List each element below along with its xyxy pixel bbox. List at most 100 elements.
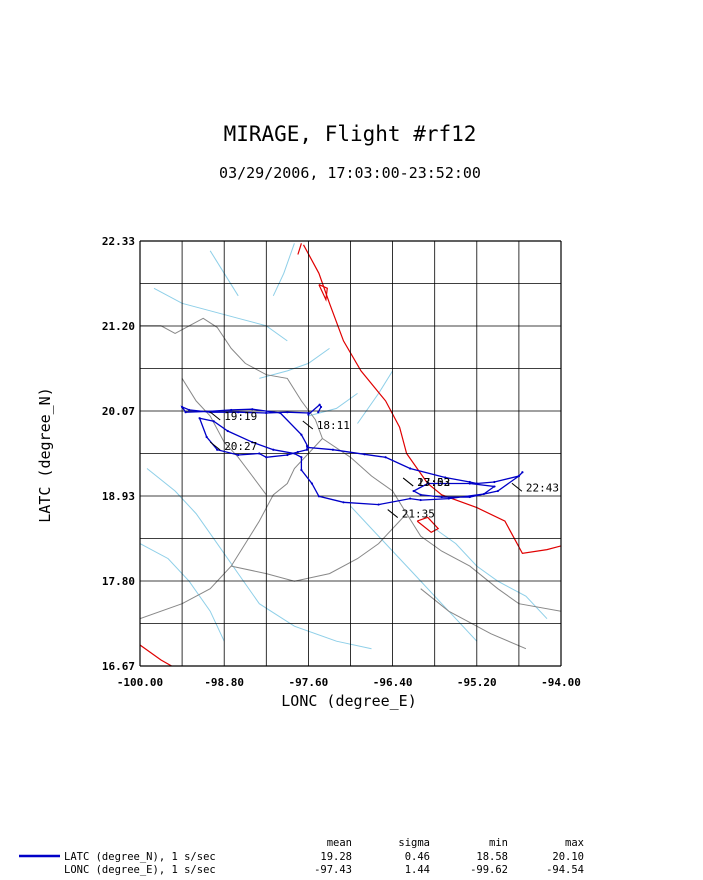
track-point xyxy=(317,495,321,498)
time-marker xyxy=(402,477,414,487)
river-line xyxy=(272,243,295,297)
legend-latc-mean: 19.28 xyxy=(320,851,352,863)
track-point xyxy=(237,453,240,457)
track-point xyxy=(419,498,422,502)
legend-label-latc: LATC (degree_N), 1 s/sec xyxy=(64,851,216,863)
time-label: 22:43 xyxy=(526,481,559,494)
track-point xyxy=(237,411,240,414)
time-label: 17:03 xyxy=(417,476,450,489)
x-tick-label: -100.00 xyxy=(117,676,163,689)
track-point xyxy=(230,408,233,412)
track-point xyxy=(188,408,191,412)
track-point xyxy=(444,476,447,479)
time-marker xyxy=(209,441,221,451)
track-point xyxy=(363,453,366,456)
track-point xyxy=(184,411,187,414)
legend-header-min: min xyxy=(489,837,508,849)
river-line xyxy=(434,528,548,620)
y-tick-label: 18.93 xyxy=(102,490,135,503)
legend-latc-min: 18.58 xyxy=(476,851,508,863)
track-point xyxy=(226,429,229,433)
legend-lonc-max: -94.54 xyxy=(546,864,584,876)
track-point xyxy=(307,411,310,415)
track-point xyxy=(300,468,303,472)
track-point xyxy=(426,482,429,485)
track-point xyxy=(251,408,254,411)
track-point xyxy=(468,495,471,499)
track-point xyxy=(205,410,208,413)
track-point xyxy=(419,493,422,496)
track-point xyxy=(293,452,296,455)
track-point xyxy=(181,405,184,409)
y-tick-label: 17.80 xyxy=(102,575,135,588)
river-line xyxy=(357,370,394,424)
track-point xyxy=(468,482,471,485)
track-point xyxy=(384,456,387,459)
coastline xyxy=(297,243,302,255)
track-point xyxy=(412,489,415,493)
x-tick-label: -96.40 xyxy=(373,676,413,689)
track-point xyxy=(317,411,320,414)
x-tick-label: -95.20 xyxy=(457,676,497,689)
grid-layer xyxy=(139,240,562,667)
track-point xyxy=(482,492,485,496)
track-point xyxy=(272,448,275,451)
track-point xyxy=(305,448,309,451)
chart-subtitle: 03/29/2006, 17:03:00-23:52:00 xyxy=(219,164,481,182)
track-point xyxy=(318,403,321,406)
track-point xyxy=(517,474,521,478)
y-tick-label: 21.20 xyxy=(102,320,135,333)
track-point xyxy=(296,450,299,454)
river-line xyxy=(350,505,478,642)
coastline xyxy=(416,516,440,534)
x-axis-label: LONC (degree_E) xyxy=(281,692,416,710)
x-tick-label: -94.00 xyxy=(541,676,581,689)
track-point xyxy=(212,420,215,423)
time-label: 19:19 xyxy=(224,410,257,423)
time-label: 20:27 xyxy=(224,440,257,453)
time-marker xyxy=(511,482,523,492)
time-marker xyxy=(209,411,221,421)
legend-lonc-sigma: 1.44 xyxy=(405,864,430,876)
coastline xyxy=(140,644,172,666)
track-point xyxy=(205,435,208,439)
legend-header-max: max xyxy=(565,837,584,849)
track-point xyxy=(286,453,289,457)
x-tick-label: -97.60 xyxy=(289,676,329,689)
river-line xyxy=(146,468,372,650)
legend-label-lonc: LONC (degree_E), 1 s/sec xyxy=(64,864,216,876)
track-point xyxy=(307,446,310,449)
legend-header-sigma: sigma xyxy=(398,837,430,849)
river-line xyxy=(259,347,330,379)
track-point xyxy=(493,480,496,484)
track-point xyxy=(447,497,450,500)
track-point xyxy=(300,433,303,436)
legend-lonc-min: -99.62 xyxy=(470,864,508,876)
track-point xyxy=(198,417,201,420)
time-label: 21:35 xyxy=(402,508,435,521)
time-label: 23:52 xyxy=(417,476,450,489)
legend-lonc-mean: -97.43 xyxy=(314,864,352,876)
y-tick-label: 20.07 xyxy=(102,405,135,418)
time-marker xyxy=(302,420,314,430)
track-point xyxy=(377,503,380,506)
legend-latc-sigma: 0.46 xyxy=(405,851,430,863)
time-marker xyxy=(387,509,399,518)
y-tick-label: 22.33 xyxy=(102,235,135,248)
track-point xyxy=(475,482,478,485)
track-point xyxy=(409,467,412,470)
track-point xyxy=(496,489,499,493)
track-point xyxy=(310,482,314,485)
track-point xyxy=(258,452,261,455)
track-point xyxy=(300,456,303,459)
state-border-line xyxy=(140,317,323,620)
track-point xyxy=(286,411,289,414)
track-point xyxy=(279,411,282,415)
chart-title: MIRAGE, Flight #rf12 xyxy=(224,122,477,146)
legend-header-mean: mean xyxy=(327,837,352,849)
track-point xyxy=(265,411,268,415)
legend-latc-max: 20.10 xyxy=(552,851,584,863)
x-tick-label: -98.80 xyxy=(204,676,244,689)
